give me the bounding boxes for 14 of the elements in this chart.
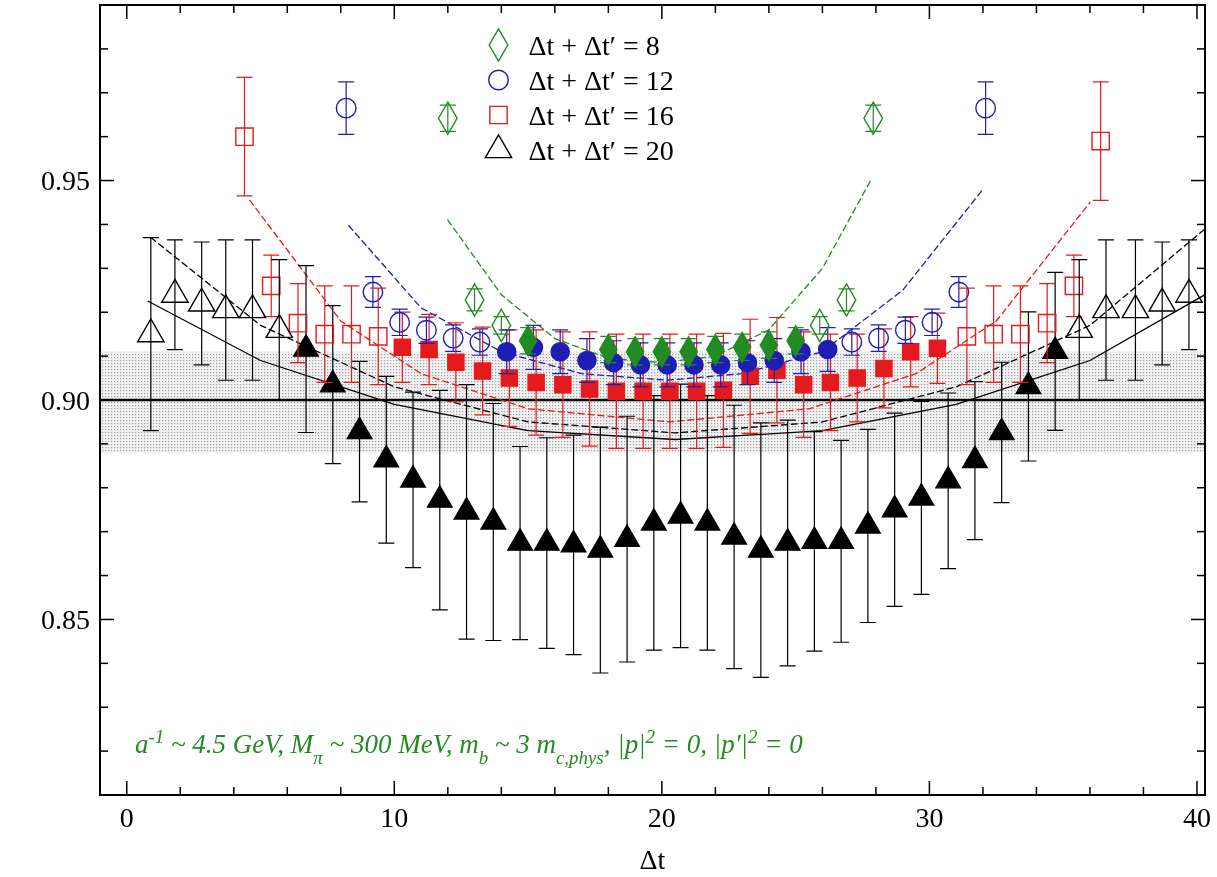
legend-label: Δt + Δt′ = 8 xyxy=(528,29,660,61)
x-tick-label: 0 xyxy=(119,802,134,833)
x-tick-label: 40 xyxy=(1182,802,1211,833)
legend-label: Δt + Δt′ = 16 xyxy=(528,99,674,131)
y-tick-label: 0.95 xyxy=(41,165,90,197)
legend-label: Δt + Δt′ = 20 xyxy=(528,134,674,166)
y-tick-label: 0.90 xyxy=(41,384,90,416)
x-tick-label: 20 xyxy=(647,802,676,833)
x-tick-label: 30 xyxy=(915,802,944,833)
x-tick-label: 10 xyxy=(380,802,409,833)
text: a$^{-1}$ ~ 4.5 GeV, M$_{π}$ ~ 300 MeV, m$_{b}$ ~ 3 m$_{c,phys}$, |p|$^{2}$ = 0, |p′|$^{2}$ = 0 xyxy=(135,725,803,768)
legend-label: Δt + Δt′ = 12 xyxy=(528,64,674,96)
x-axis-title: Δt xyxy=(639,844,666,875)
y-tick-label: 0.85 xyxy=(41,604,90,636)
